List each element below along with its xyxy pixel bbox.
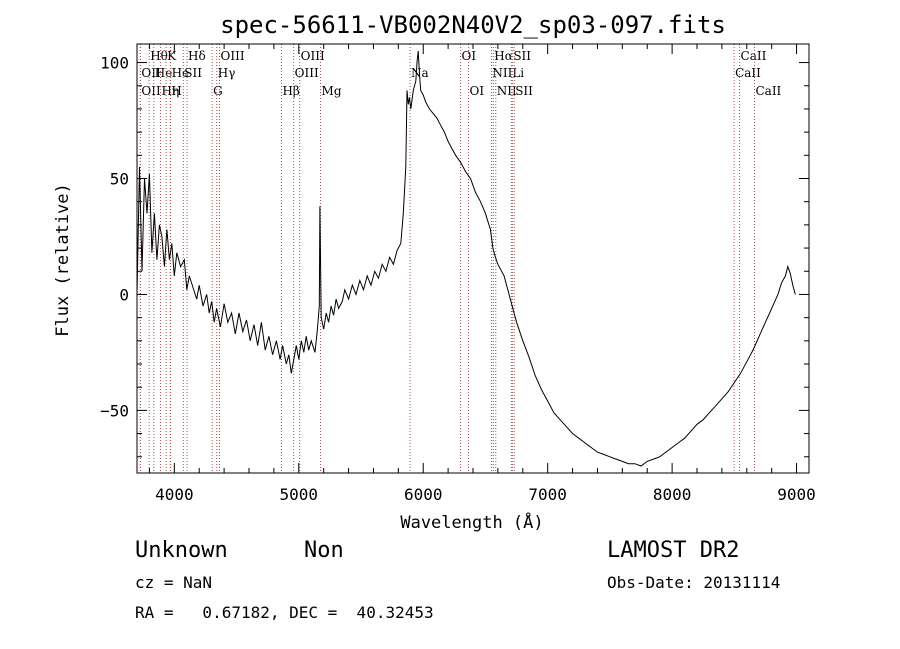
line-label-23: SII	[513, 49, 531, 63]
line-label-8: Hδ	[188, 49, 206, 63]
plot-frame	[136, 43, 810, 474]
y-tick-label: 50	[110, 169, 129, 188]
ra-dec-coordinates: RA = 0.67182, DEC = 40.32453	[135, 603, 434, 622]
line-label-13: Hβ	[282, 84, 299, 98]
line-label-15: OIII	[295, 66, 319, 80]
y-tick-label: 100	[100, 54, 129, 73]
chart-title: spec-56611-VB002N40V2_sp03-097.fits	[220, 11, 726, 39]
line-label-14: OIII	[301, 49, 325, 63]
line-label-0: Hθ	[150, 49, 168, 63]
object-class: Unknown	[135, 538, 228, 563]
line-label-19: OI	[470, 84, 485, 98]
line-label-22: NII	[497, 84, 517, 98]
plot-axes: 4000 5000 6000 7000 8000 9000 −50 0 50 100	[100, 43, 816, 504]
line-label-10: OIII	[221, 49, 245, 63]
line-label-6: He	[172, 66, 190, 80]
y-tick-label: 0	[119, 285, 129, 304]
line-label-16: Mg	[322, 84, 342, 98]
line-label-25: SII	[515, 84, 533, 98]
x-tick-label: 7000	[528, 485, 567, 504]
line-label-9: SII	[184, 66, 202, 80]
y-axis-label: Flux (relative)	[53, 183, 73, 337]
survey-name: LAMOST DR2	[607, 538, 740, 563]
observation-date: Obs-Date: 20131114	[607, 573, 781, 592]
line-label-26: CaII	[741, 49, 767, 63]
spectrum-line-0	[136, 50, 796, 467]
line-label-27: CaII	[735, 66, 761, 80]
x-axis-label: Wavelength (Å)	[400, 511, 543, 533]
x-tick-label: 5000	[280, 485, 319, 504]
object-subclass: Non	[304, 538, 344, 563]
line-label-28: CaII	[755, 84, 781, 98]
x-tick-label: 8000	[653, 485, 692, 504]
line-label-12: G	[213, 84, 223, 98]
x-tick-label: 9000	[777, 485, 816, 504]
y-tick-label: −50	[100, 401, 129, 420]
line-label-1: OII	[141, 66, 161, 80]
redshift-cz: cz = NaN	[135, 573, 213, 592]
line-label-24: Li	[512, 66, 524, 80]
line-label-7: H	[171, 84, 181, 98]
spectrum-series	[136, 50, 796, 467]
line-label-21: NII	[492, 66, 512, 80]
line-label-2: OII	[141, 84, 161, 98]
x-tick-label: 6000	[404, 485, 443, 504]
line-label-11: Hγ	[218, 66, 236, 80]
line-label-3: He	[155, 66, 173, 80]
line-label-20: Hα	[494, 49, 513, 63]
line-label-5: K	[167, 49, 177, 63]
x-tick-label: 4000	[155, 485, 194, 504]
line-label-4: Hη	[162, 84, 180, 98]
